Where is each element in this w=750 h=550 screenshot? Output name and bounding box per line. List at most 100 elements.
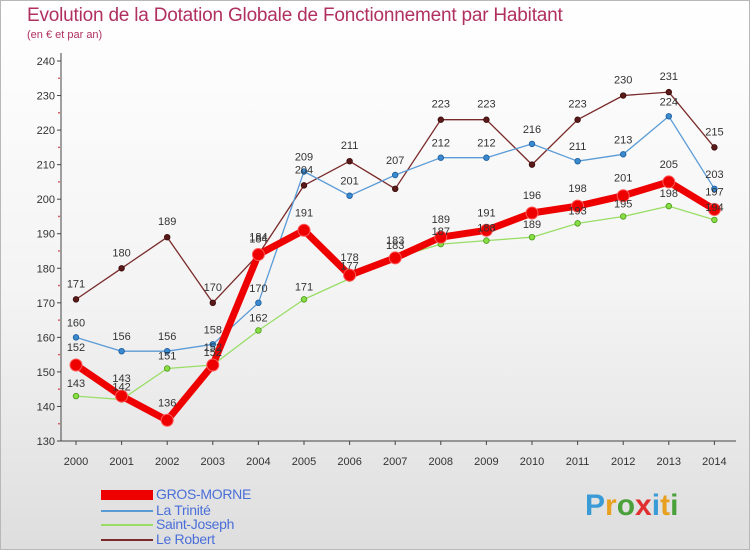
data-label-gros-morne: 143	[112, 373, 130, 385]
logo-letter: r	[605, 489, 617, 522]
data-point-le-robert	[346, 157, 353, 165]
data-label-saint-joseph: 151	[158, 350, 176, 362]
data-label-saint-joseph: 188	[477, 223, 495, 235]
data-point-gros-morne	[160, 413, 174, 427]
data-point-la-trinit-	[437, 154, 444, 161]
data-label-la-trinit-: 203	[705, 169, 723, 181]
data-point-la-trinit-	[163, 347, 171, 355]
data-label-saint-joseph: 177	[340, 261, 358, 273]
data-label-le-robert: 231	[660, 71, 678, 83]
data-point-la-trinit-	[255, 299, 262, 307]
data-point-gros-morne	[69, 358, 83, 372]
y-minor-tick	[58, 146, 60, 149]
data-label-la-trinit-: 201	[340, 176, 358, 188]
data-label-la-trinit-: 212	[432, 138, 450, 150]
data-point-le-robert	[528, 161, 536, 168]
data-point-la-trinit-	[209, 341, 216, 348]
data-label-le-robert: 223	[477, 99, 495, 111]
x-tick-label: 2010	[520, 456, 544, 468]
data-label-la-trinit-: 170	[249, 283, 267, 295]
data-point-saint-joseph	[163, 365, 171, 372]
x-tick-label: 2002	[155, 456, 179, 468]
data-point-saint-joseph	[300, 296, 308, 303]
data-label-gros-morne: 152	[204, 342, 222, 354]
legend-label-le-robert: Le Robert	[156, 531, 215, 547]
legend-label-gros-morne: GROS-MORNE	[156, 486, 252, 502]
data-label-le-robert: 184	[249, 233, 267, 245]
data-label-gros-morne: 197	[705, 187, 723, 199]
y-tick-label: 240	[37, 56, 55, 68]
data-label-la-trinit-: 209	[295, 152, 313, 164]
data-point-saint-joseph	[711, 216, 718, 224]
data-point-gros-morne	[571, 199, 585, 213]
x-tick-label: 2007	[383, 456, 407, 468]
legend-swatch-la-trinite	[101, 510, 153, 512]
chart-title: Evolution de la Dotation Globale de Fonc…	[27, 5, 563, 26]
x-tick-label: 2008	[429, 456, 453, 468]
data-point-gros-morne	[479, 223, 493, 237]
data-point-gros-morne	[251, 247, 265, 261]
y-tick-label: 130	[37, 436, 55, 448]
data-point-saint-joseph	[620, 213, 627, 220]
data-label-saint-joseph: 162	[249, 312, 267, 324]
data-label-la-trinit-: 213	[614, 134, 632, 146]
data-label-gros-morne: 178	[340, 252, 358, 264]
data-label-gros-morne: 152	[67, 342, 85, 354]
logo-letter: o	[616, 489, 636, 522]
data-label-saint-joseph: 152	[204, 347, 222, 359]
data-label-la-trinit-: 160	[67, 317, 85, 329]
x-tick-label: 2001	[109, 456, 133, 468]
data-label-le-robert: 204	[295, 164, 313, 176]
data-label-gros-morne: 198	[568, 183, 586, 195]
data-point-la-trinit-	[665, 113, 672, 120]
data-label-la-trinit-: 212	[477, 138, 495, 150]
x-tick-label: 2005	[292, 456, 316, 468]
y-minor-tick	[58, 353, 60, 356]
data-label-la-trinit-: 156	[112, 331, 130, 343]
data-label-le-robert: 180	[112, 247, 130, 259]
data-point-la-trinit-	[118, 347, 125, 355]
y-tick-label: 170	[37, 298, 55, 310]
data-point-gros-morne	[388, 251, 402, 265]
data-label-le-robert: 223	[432, 99, 450, 111]
logo-letter: i	[651, 489, 661, 522]
data-point-le-robert	[620, 92, 627, 99]
y-minor-tick	[58, 181, 60, 183]
data-point-gros-morne	[206, 358, 220, 372]
data-label-la-trinit-: 211	[569, 141, 587, 153]
y-minor-tick	[58, 284, 60, 287]
data-label-saint-joseph: 143	[67, 378, 85, 390]
data-label-le-robert: 211	[341, 140, 359, 152]
data-point-la-trinit-	[574, 157, 581, 165]
y-tick-label: 190	[37, 229, 55, 241]
data-point-gros-morne	[662, 175, 676, 189]
data-point-la-trinit-	[346, 192, 353, 199]
proxiti-logo: Proxiti	[585, 489, 678, 523]
data-point-le-robert	[437, 116, 444, 123]
data-point-la-trinit-	[483, 154, 490, 161]
x-tick-label: 2013	[657, 456, 681, 468]
x-tick-label: 2009	[474, 456, 498, 468]
data-point-le-robert	[118, 265, 125, 272]
y-minor-tick	[58, 111, 60, 114]
data-label-la-trinit-: 224	[660, 96, 678, 108]
y-minor-tick	[58, 215, 60, 218]
x-tick-label: 2003	[201, 456, 225, 468]
y-tick-label: 150	[37, 367, 55, 379]
y-minor-tick	[58, 388, 60, 391]
data-point-saint-joseph	[483, 237, 490, 244]
data-label-saint-joseph: 193	[568, 205, 586, 217]
y-tick-label: 180	[37, 263, 55, 275]
logo-letter: x	[635, 489, 652, 522]
data-label-saint-joseph: 187	[432, 226, 450, 238]
y-minor-tick	[58, 319, 60, 321]
data-label-le-robert: 189	[158, 216, 176, 228]
data-point-le-robert	[711, 144, 718, 151]
legend-swatch-gros-morne	[101, 490, 153, 500]
y-minor-tick	[58, 77, 60, 80]
x-tick-label: 2011	[566, 456, 590, 468]
data-point-la-trinit-	[300, 168, 308, 175]
data-label-gros-morne: 205	[660, 159, 678, 171]
data-point-saint-joseph	[665, 202, 672, 210]
